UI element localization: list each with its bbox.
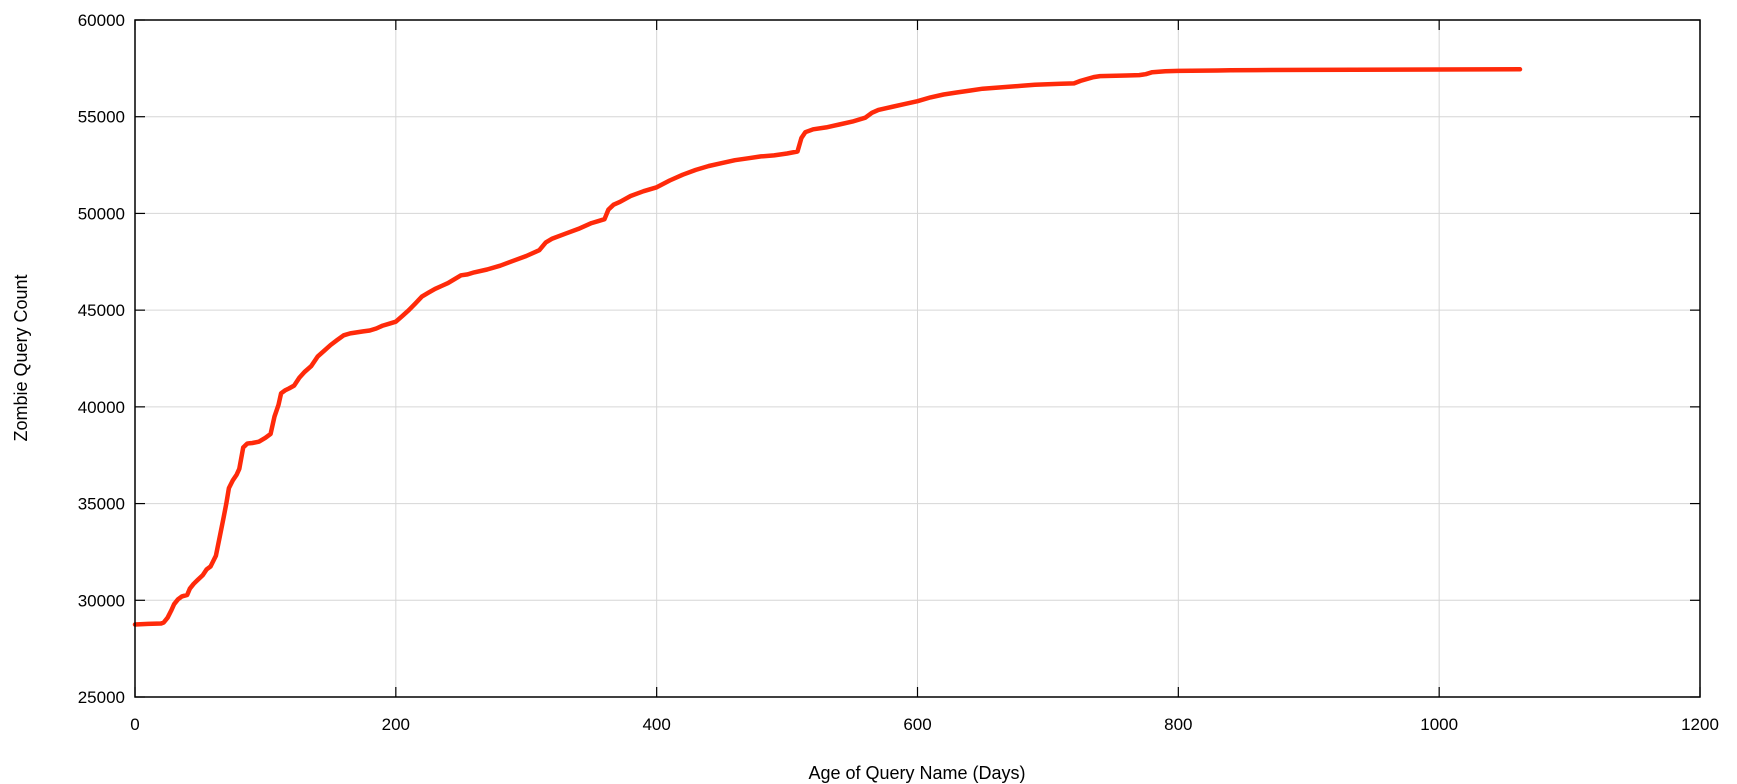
data-series — [132, 67, 1523, 627]
plot-frame — [134, 19, 1701, 698]
x-tick-label: 800 — [1164, 715, 1192, 734]
y-tick-label: 60000 — [78, 11, 125, 30]
y-tick-label: 50000 — [78, 204, 125, 223]
grid-lines — [135, 20, 1700, 697]
y-tick-label: 55000 — [78, 108, 125, 127]
y-tick-label: 25000 — [78, 688, 125, 707]
x-tick-label: 1200 — [1681, 715, 1719, 734]
x-tick-label: 1000 — [1420, 715, 1458, 734]
x-tick-label: 400 — [642, 715, 670, 734]
y-tick-label: 45000 — [78, 301, 125, 320]
y-tick-label: 35000 — [78, 495, 125, 514]
y-tick-label: 30000 — [78, 591, 125, 610]
x-tick-labels: 0 200 400 600 800 1000 1200 — [130, 715, 1719, 734]
zombie-query-count-line — [132, 67, 1523, 627]
y-axis-title: Zombie Query Count — [11, 274, 31, 441]
y-tick-labels: 25000 30000 35000 40000 45000 50000 55000 60000 — [78, 11, 125, 707]
x-tick-label: 600 — [903, 715, 931, 734]
x-tick-label: 200 — [382, 715, 410, 734]
x-axis-title: Age of Query Name (Days) — [808, 763, 1025, 783]
y-tick-label: 40000 — [78, 398, 125, 417]
x-tick-label: 0 — [130, 715, 139, 734]
